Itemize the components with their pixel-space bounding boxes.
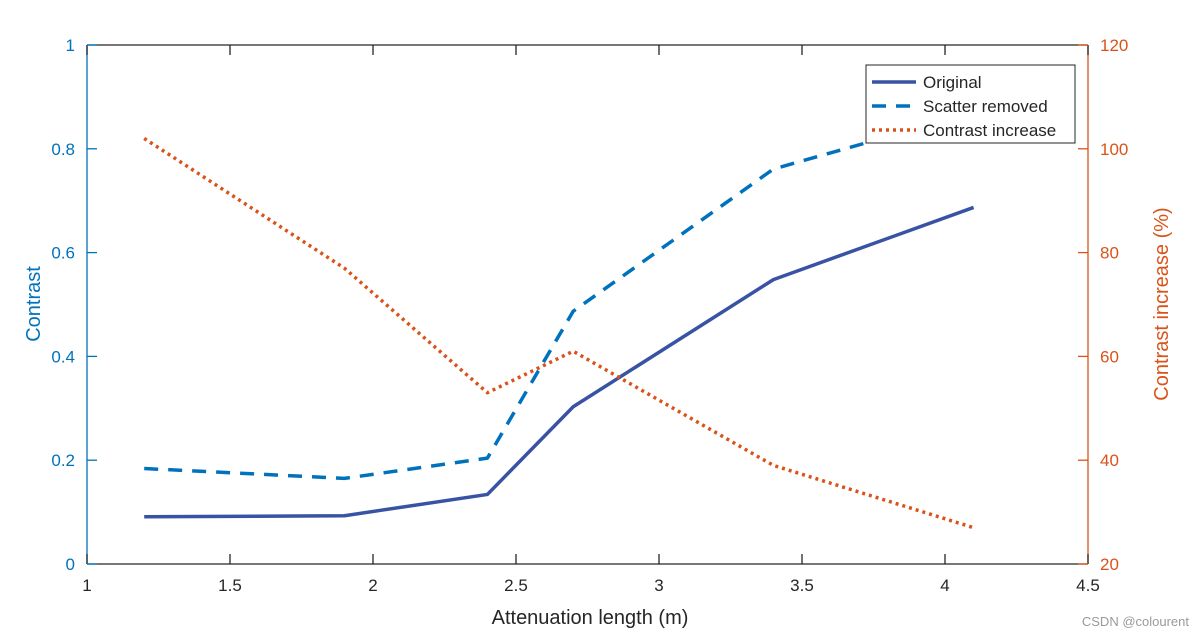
y-tick-label-right: 80 (1100, 244, 1119, 263)
y-tick-label-left: 1 (66, 36, 75, 55)
series-line-original (144, 205, 975, 519)
x-tick-label: 4 (940, 576, 949, 595)
x-tick-label: 1 (82, 576, 91, 595)
series-line-scatter-removed (144, 110, 975, 481)
y-tick-label-right: 20 (1100, 555, 1119, 574)
x-axis-label: Attenuation length (m) (492, 607, 689, 629)
y-axis-label-right: Contrast increase (%) (1151, 207, 1173, 400)
y-axis-label-left: Contrast (23, 266, 45, 342)
x-tick-label: 2.5 (504, 576, 528, 595)
legend-label: Scatter removed (923, 97, 1048, 116)
x-tick-label: 2 (368, 576, 377, 595)
legend: Original Scatter removed Contrast increase (865, 64, 1076, 144)
x-tick-label: 3 (654, 576, 663, 595)
x-tick-label: 1.5 (218, 576, 242, 595)
y-tick-label-right: 100 (1100, 140, 1128, 159)
y-tick-label-left: 0.6 (51, 244, 75, 263)
axes: 1 1.5 2 2.5 3 3.5 4 4.500.20.40.60.812040608010… (51, 36, 1128, 595)
y-tick-label-left: 0.2 (51, 451, 75, 470)
y-tick-label-right: 120 (1100, 36, 1128, 55)
y-tick-label-right: 40 (1100, 451, 1119, 470)
y-tick-label-left: 0.8 (51, 140, 75, 159)
series-group (143, 110, 975, 530)
y-tick-label-left: 0.4 (51, 347, 75, 366)
y-tick-label-left: 0 (66, 555, 75, 574)
legend-label: Original (923, 73, 982, 92)
x-tick-label: 4.5 (1076, 576, 1100, 595)
legend-label: Contrast increase (923, 121, 1056, 140)
y-tick-label-right: 60 (1100, 347, 1119, 366)
series-line-contrast-increase (143, 136, 975, 530)
x-tick-label: 3.5 (790, 576, 814, 595)
watermark: CSDN @colourent (1081, 614, 1189, 629)
